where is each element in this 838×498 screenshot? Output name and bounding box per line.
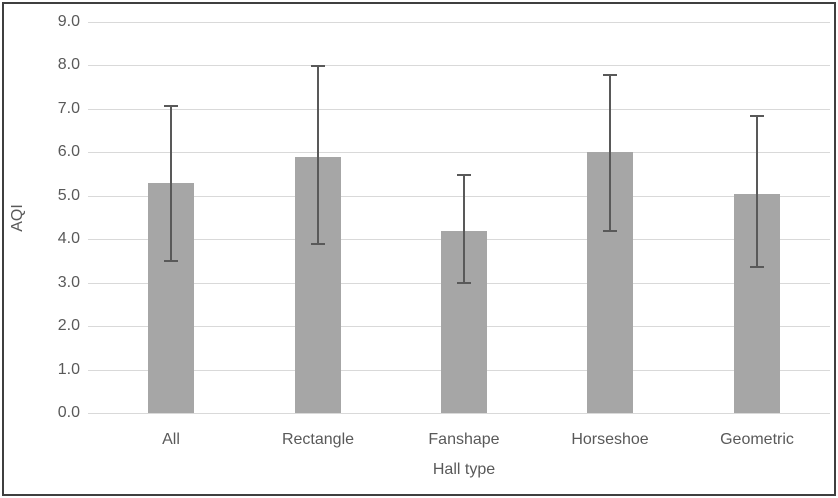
error-bar-horseshoe [609, 74, 611, 230]
x-category-label-rectangle: Rectangle [281, 431, 355, 448]
y-axis-tick [88, 152, 98, 153]
y-tick-label: 5.0 [57, 187, 80, 204]
y-axis-tick [88, 109, 98, 110]
error-bar-rectangle [317, 65, 319, 243]
y-axis-tick [88, 370, 98, 371]
error-cap-top-geometric [750, 115, 764, 117]
error-bar-geometric [756, 115, 758, 267]
y-tick-label: 8.0 [57, 56, 80, 73]
x-category-label-horseshoe: Horseshoe [571, 431, 649, 448]
error-bar-fanshape [463, 174, 465, 283]
y-axis-title: AQI [9, 204, 26, 232]
error-cap-top-fanshape [457, 174, 471, 176]
y-axis-tick [88, 239, 98, 240]
y-tick-label: 1.0 [57, 361, 80, 378]
error-cap-bottom-fanshape [457, 282, 471, 284]
error-cap-bottom-horseshoe [603, 230, 617, 232]
error-cap-top-all [164, 105, 178, 107]
error-cap-bottom-rectangle [311, 243, 325, 245]
y-axis-tick [88, 196, 98, 197]
x-axis-title: Hall type [432, 461, 496, 478]
gridline [98, 152, 830, 153]
y-axis-tick [88, 22, 98, 23]
error-cap-top-horseshoe [603, 74, 617, 76]
y-axis-tick [88, 413, 98, 414]
y-tick-label: 6.0 [57, 143, 80, 160]
error-cap-bottom-all [164, 260, 178, 262]
gridline [98, 22, 830, 23]
y-tick-label: 3.0 [57, 274, 80, 291]
y-axis-tick [88, 326, 98, 327]
y-axis-tick [88, 283, 98, 284]
y-tick-label: 7.0 [57, 100, 80, 117]
y-tick-label: 9.0 [57, 13, 80, 30]
y-tick-label: 2.0 [57, 317, 80, 334]
x-category-label-geometric: Geometric [720, 431, 794, 448]
y-axis-tick [88, 65, 98, 66]
y-tick-label: 4.0 [57, 230, 80, 247]
gridline [98, 109, 830, 110]
gridline [98, 65, 830, 66]
error-bar-all [170, 105, 172, 261]
gridline [98, 413, 830, 414]
error-cap-bottom-geometric [750, 266, 764, 268]
y-tick-label: 0.0 [57, 404, 80, 421]
x-category-label-all: All [162, 431, 180, 448]
x-category-label-fanshape: Fanshape [428, 431, 500, 448]
error-cap-top-rectangle [311, 65, 325, 67]
